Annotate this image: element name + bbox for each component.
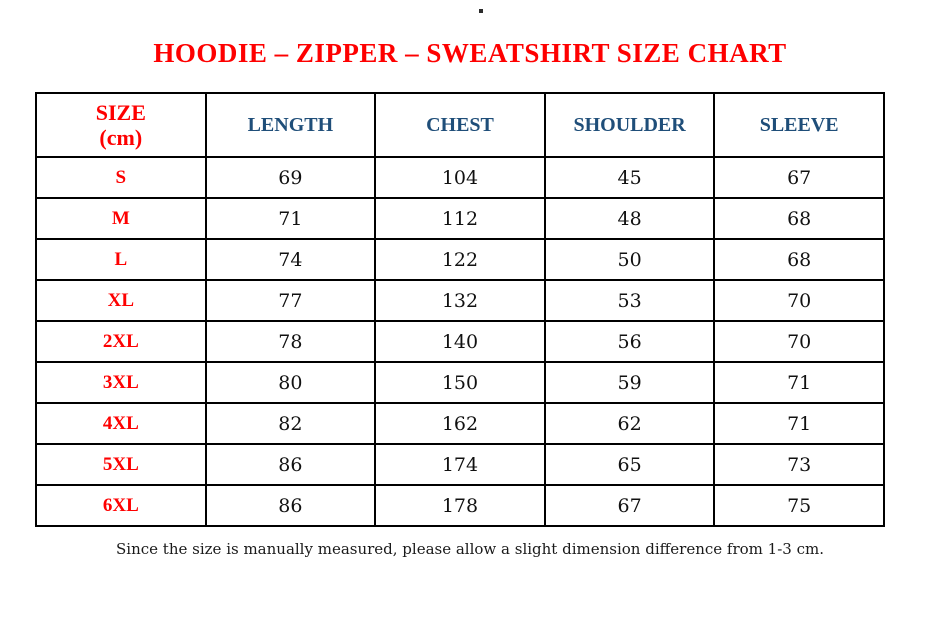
length-cell: 69 bbox=[204, 156, 377, 199]
sleeve-cell: 71 bbox=[713, 361, 885, 404]
chest-cell: 178 bbox=[374, 484, 546, 527]
dot-artifact bbox=[479, 9, 483, 13]
table-row: M 71 112 48 68 bbox=[35, 197, 885, 240]
chest-cell: 140 bbox=[374, 320, 546, 363]
size-chart-table: SIZE (cm) LENGTH CHEST SHOULDER SLEEVE S… bbox=[35, 92, 885, 527]
table-header-row: SIZE (cm) LENGTH CHEST SHOULDER SLEEVE bbox=[35, 92, 885, 158]
shoulder-cell: 62 bbox=[543, 402, 716, 445]
table-row: S 69 104 45 67 bbox=[35, 156, 885, 199]
shoulder-cell: 59 bbox=[543, 361, 716, 404]
chest-cell: 162 bbox=[374, 402, 546, 445]
shoulder-cell: 65 bbox=[543, 443, 716, 486]
shoulder-column-header: SHOULDER bbox=[543, 92, 716, 158]
size-cell: M bbox=[35, 197, 207, 240]
size-cell: 5XL bbox=[35, 443, 207, 486]
sleeve-cell: 68 bbox=[713, 238, 885, 281]
table-row: L 74 122 50 68 bbox=[35, 238, 885, 281]
chest-cell: 174 bbox=[374, 443, 546, 486]
table-row: 3XL 80 150 59 71 bbox=[35, 361, 885, 404]
sleeve-cell: 67 bbox=[713, 156, 885, 199]
size-cell: XL bbox=[35, 279, 207, 322]
chest-cell: 122 bbox=[374, 238, 546, 281]
length-cell: 82 bbox=[204, 402, 377, 445]
length-cell: 80 bbox=[204, 361, 377, 404]
sleeve-cell: 70 bbox=[713, 279, 885, 322]
chest-cell: 150 bbox=[374, 361, 546, 404]
table-row: 4XL 82 162 62 71 bbox=[35, 402, 885, 445]
table-row: 2XL 78 140 56 70 bbox=[35, 320, 885, 363]
size-cell: 6XL bbox=[35, 484, 207, 527]
chest-column-header: CHEST bbox=[374, 92, 546, 158]
shoulder-cell: 45 bbox=[543, 156, 716, 199]
chest-cell: 132 bbox=[374, 279, 546, 322]
length-cell: 86 bbox=[204, 484, 377, 527]
page-title: HOODIE – ZIPPER – SWEATSHIRT SIZE CHART bbox=[153, 38, 787, 68]
sleeve-cell: 70 bbox=[713, 320, 885, 363]
size-unit-label: (cm) bbox=[99, 125, 143, 150]
sleeve-column-header: SLEEVE bbox=[713, 92, 885, 158]
size-cell: S bbox=[35, 156, 207, 199]
length-cell: 86 bbox=[204, 443, 377, 486]
length-cell: 71 bbox=[204, 197, 377, 240]
length-cell: 74 bbox=[204, 238, 377, 281]
shoulder-cell: 50 bbox=[543, 238, 716, 281]
size-cell: 4XL bbox=[35, 402, 207, 445]
footer-note: Since the size is manually measured, ple… bbox=[116, 540, 824, 558]
size-column-header: SIZE (cm) bbox=[35, 92, 207, 158]
size-cell: 2XL bbox=[35, 320, 207, 363]
shoulder-cell: 53 bbox=[543, 279, 716, 322]
size-cell: L bbox=[35, 238, 207, 281]
length-column-header: LENGTH bbox=[204, 92, 377, 158]
table-row: 5XL 86 174 65 73 bbox=[35, 443, 885, 486]
shoulder-cell: 67 bbox=[543, 484, 716, 527]
chest-cell: 112 bbox=[374, 197, 546, 240]
table-row: 6XL 86 178 67 75 bbox=[35, 484, 885, 527]
sleeve-cell: 68 bbox=[713, 197, 885, 240]
sleeve-cell: 71 bbox=[713, 402, 885, 445]
shoulder-cell: 48 bbox=[543, 197, 716, 240]
chest-cell: 104 bbox=[374, 156, 546, 199]
sleeve-cell: 73 bbox=[713, 443, 885, 486]
length-cell: 78 bbox=[204, 320, 377, 363]
shoulder-cell: 56 bbox=[543, 320, 716, 363]
table-row: XL 77 132 53 70 bbox=[35, 279, 885, 322]
length-cell: 77 bbox=[204, 279, 377, 322]
size-cell: 3XL bbox=[35, 361, 207, 404]
sleeve-cell: 75 bbox=[713, 484, 885, 527]
size-label: SIZE bbox=[95, 99, 146, 125]
